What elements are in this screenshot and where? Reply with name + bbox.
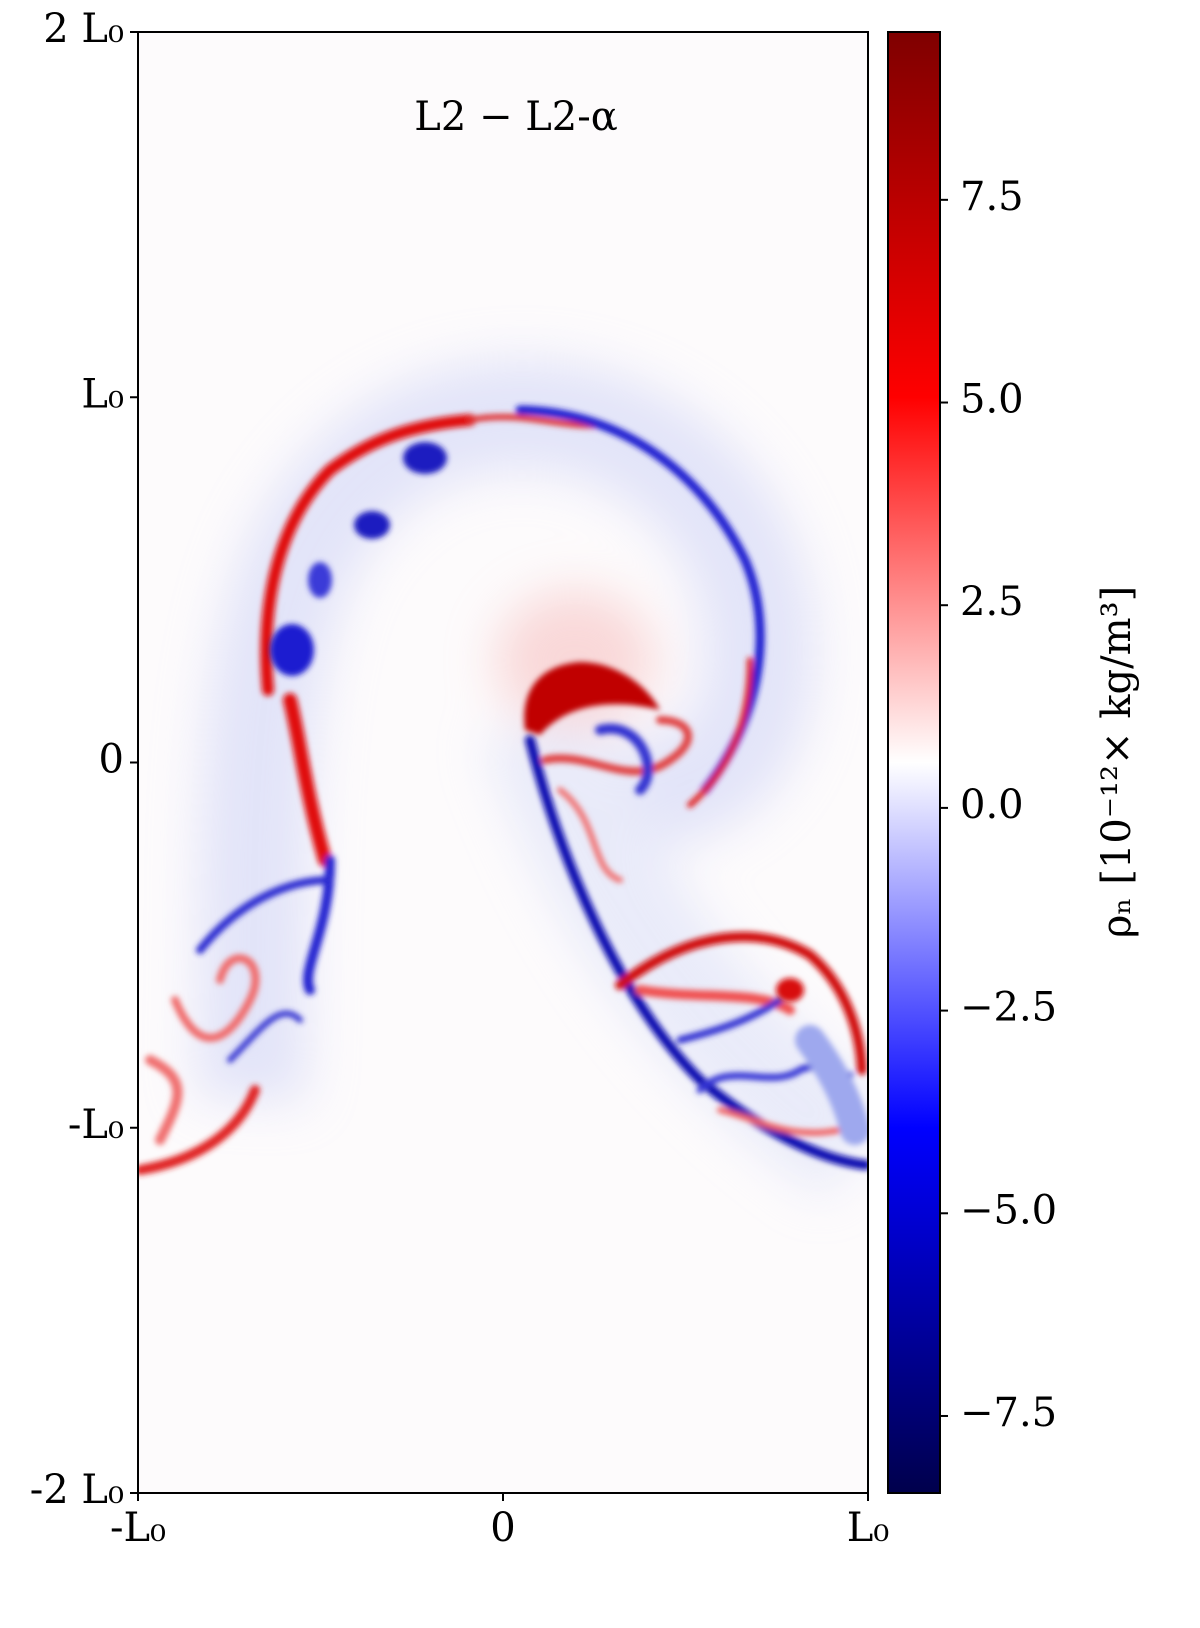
x-tick-label: 0 (490, 1505, 515, 1551)
colorbar-tick-label: 7.5 (960, 174, 1024, 220)
colorbar-tick-label: 0.0 (960, 782, 1024, 828)
y-tick-label: L₀ (81, 371, 124, 417)
y-tick-label: -2 L₀ (30, 1467, 124, 1513)
colorbar-label: ρₙ [10⁻¹²× kg/m³] (1094, 586, 1140, 938)
x-tick-label: L₀ (847, 1505, 890, 1551)
colorbar-tick-label: −7.5 (960, 1390, 1057, 1436)
y-tick-label: 0 (99, 737, 124, 783)
density-field (138, 359, 868, 1200)
chart-title: L2 − L2-α (414, 94, 618, 140)
colorbar-tick-label: 2.5 (960, 579, 1024, 625)
y-tick-label: 2 L₀ (43, 6, 124, 52)
y-tick-label: -L₀ (68, 1102, 124, 1148)
colorbar (887, 31, 941, 1494)
colorbar-tick-label: −2.5 (960, 985, 1057, 1031)
colorbar-tick-label: −5.0 (960, 1187, 1057, 1233)
x-tick-label: -L₀ (110, 1505, 166, 1551)
colorbar-tick-label: 5.0 (960, 377, 1024, 423)
